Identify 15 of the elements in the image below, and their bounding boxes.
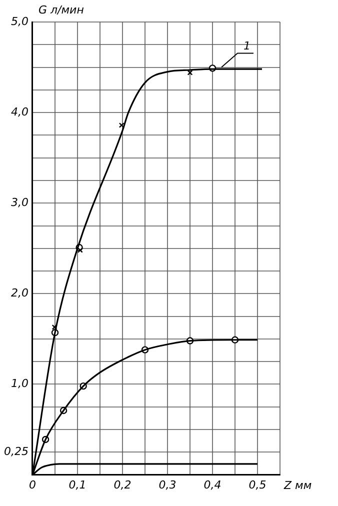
x-tick-label: 0,4 <box>204 478 222 492</box>
x-axis-title: Z мм <box>283 479 312 492</box>
y-tick-label: 3,0 <box>10 196 28 209</box>
y-tick-label: 5,0 <box>10 14 28 28</box>
x-tick-label: 0,2 <box>114 478 132 492</box>
y-tick-label: 0,25 <box>4 445 28 458</box>
y-tick-label: 2,0 <box>10 286 28 300</box>
y-axis-title: G л/мин <box>38 3 84 16</box>
x-tick-label: 0,1 <box>68 478 86 492</box>
y-tick-label: 4,0 <box>10 105 28 118</box>
y-tick-label: 1,0 <box>10 377 28 390</box>
x-tick-label: 0 <box>28 478 36 492</box>
x-tick-label: 0,5 <box>248 478 266 492</box>
annotation: 1 <box>244 40 250 53</box>
x-tick-label: 0,3 <box>158 478 176 492</box>
